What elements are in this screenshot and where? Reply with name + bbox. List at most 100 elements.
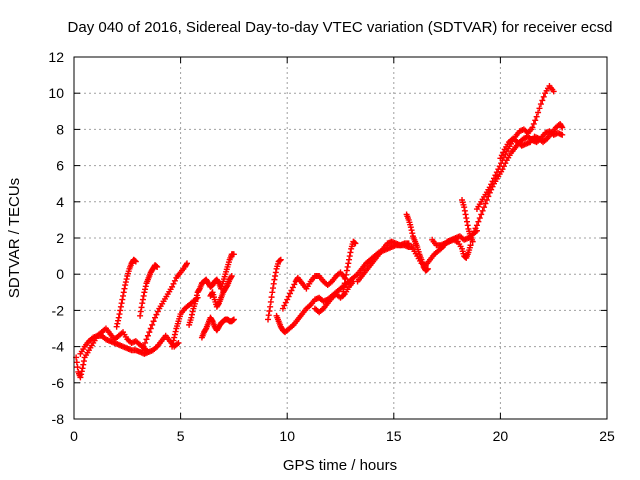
data-point (481, 204, 488, 211)
data-point (482, 200, 489, 207)
y-tick-label: -4 (52, 339, 65, 355)
data-point (291, 281, 298, 288)
data-point (469, 238, 476, 245)
y-tick-label: -6 (52, 375, 65, 391)
data-point (285, 293, 292, 300)
grid-layer (74, 57, 607, 419)
data-point (80, 361, 87, 368)
data-point (272, 273, 279, 280)
data-point (145, 349, 152, 356)
data-point (289, 284, 296, 291)
y-tick-label: 4 (56, 194, 64, 210)
data-point (272, 269, 279, 276)
data-point (269, 289, 276, 296)
data-point (478, 211, 485, 218)
data-point (122, 282, 129, 289)
data-point (347, 249, 354, 256)
data-point (267, 303, 274, 310)
data-point (288, 287, 295, 294)
data-point (529, 124, 536, 131)
data-point (346, 256, 353, 263)
series-arc-15 (354, 238, 412, 285)
data-point (188, 314, 195, 321)
data-point (343, 267, 350, 274)
data-point (140, 292, 147, 299)
series-arc-22 (497, 120, 566, 162)
data-point (115, 314, 122, 321)
data-point (78, 368, 85, 375)
y-tick-label: 8 (56, 121, 64, 137)
data-point (267, 298, 274, 305)
data-point (497, 155, 504, 162)
data-point (139, 300, 146, 307)
data-point (183, 261, 190, 268)
data-point (119, 296, 126, 303)
data-point (117, 303, 124, 310)
series-arc-3 (113, 256, 139, 330)
data-point (228, 274, 235, 281)
data-point (344, 263, 351, 270)
data-point (530, 120, 537, 127)
data-point (192, 298, 199, 305)
series-arc-4 (137, 262, 161, 319)
data-point (341, 284, 348, 291)
data-point (265, 312, 272, 319)
data-point (132, 258, 139, 265)
x-tick-label: 25 (599, 428, 615, 444)
data-point (345, 260, 352, 267)
data-point (141, 289, 148, 296)
data-point (172, 328, 179, 335)
data-point (479, 207, 486, 214)
data-point (116, 311, 123, 318)
x-tick-label: 0 (70, 428, 78, 444)
y-tick-label: -8 (52, 411, 65, 427)
data-point (467, 242, 474, 249)
data-point (80, 358, 87, 365)
data-point (408, 227, 415, 234)
data-point (140, 343, 147, 350)
data-point (208, 317, 215, 324)
data-point (137, 308, 144, 315)
data-point (469, 231, 476, 238)
data-point (536, 105, 543, 112)
data-point (495, 166, 502, 173)
y-tick-label: 12 (48, 49, 64, 65)
y-tick-label: 6 (56, 158, 64, 174)
data-layer (73, 82, 566, 381)
data-point (230, 251, 237, 258)
data-point (409, 230, 416, 237)
data-point (559, 131, 566, 138)
series-arc-14 (339, 238, 359, 299)
data-point (79, 365, 86, 372)
data-point (270, 280, 277, 287)
data-point (147, 325, 154, 332)
data-point (154, 308, 161, 315)
data-point (230, 316, 237, 323)
data-point (473, 222, 480, 229)
data-point (78, 371, 85, 378)
data-point (498, 160, 505, 167)
data-point (287, 290, 294, 297)
data-point (169, 340, 176, 347)
series-arc-16 (403, 211, 431, 274)
y-tick-label: 10 (48, 85, 64, 101)
data-point (142, 283, 149, 290)
data-point (115, 317, 122, 324)
data-point (183, 260, 190, 267)
data-point (149, 321, 156, 328)
data-point (228, 273, 235, 280)
data-point (284, 296, 291, 303)
data-point (266, 308, 273, 315)
data-point (476, 215, 483, 222)
data-point (137, 312, 144, 319)
y-tick-label: 2 (56, 230, 64, 246)
data-point (150, 318, 157, 325)
data-point (540, 93, 547, 100)
data-point (346, 253, 353, 260)
data-point (492, 172, 499, 179)
series-arc-12 (279, 269, 348, 312)
data-point (175, 339, 182, 346)
data-point (339, 292, 346, 299)
data-point (342, 276, 349, 283)
